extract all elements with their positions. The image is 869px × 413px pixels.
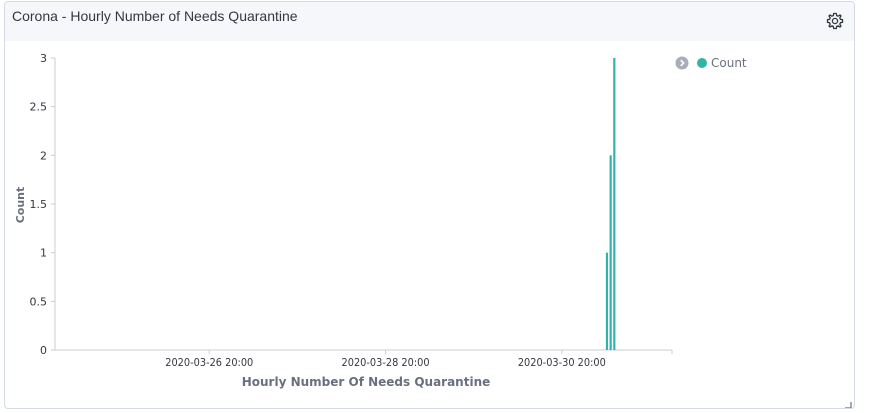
y-tick-label: 1.5 xyxy=(30,198,48,211)
legend-color-dot xyxy=(697,58,707,68)
bar-chart: 0 0.5 1 1.5 2 2.5 3 2020-03-26 20:00 2020-03-28… xyxy=(14,52,673,389)
x-tick-label: 2020-03-28 20:00 xyxy=(342,356,430,369)
y-tick-label: 0 xyxy=(40,344,47,357)
y-axis: 0 0.5 1 1.5 2 2.5 3 xyxy=(30,52,56,357)
bar xyxy=(605,252,609,350)
bar-series xyxy=(605,58,616,350)
y-tick-label: 2.5 xyxy=(30,101,48,114)
panel-header: Corona - Hourly Number of Needs Quaranti… xyxy=(5,2,854,41)
y-tick-label: 3 xyxy=(40,52,47,65)
x-axis-label: Hourly Number Of Needs Quarantine xyxy=(242,375,491,389)
y-tick-label: 0.5 xyxy=(30,295,48,308)
y-tick-label: 1 xyxy=(40,247,47,260)
legend-label: Count xyxy=(711,56,747,70)
bar xyxy=(613,58,616,350)
bar xyxy=(609,155,612,350)
x-axis: 2020-03-26 20:00 2020-03-28 20:00 2020-03-… xyxy=(55,349,673,369)
resize-corner-icon[interactable] xyxy=(844,396,852,408)
legend-item-count[interactable]: Count xyxy=(697,55,747,71)
x-tick-label: 2020-03-26 20:00 xyxy=(165,356,253,369)
chevron-right-circle-icon[interactable] xyxy=(675,56,689,70)
visualization-panel: Corona - Hourly Number of Needs Quaranti… xyxy=(4,1,855,409)
panel-title: Corona - Hourly Number of Needs Quaranti… xyxy=(12,8,298,24)
y-tick-label: 2 xyxy=(40,149,47,162)
x-tick-label: 2020-03-30 20:00 xyxy=(518,356,606,369)
gear-icon[interactable] xyxy=(825,11,845,31)
y-axis-label: Count xyxy=(14,187,27,224)
